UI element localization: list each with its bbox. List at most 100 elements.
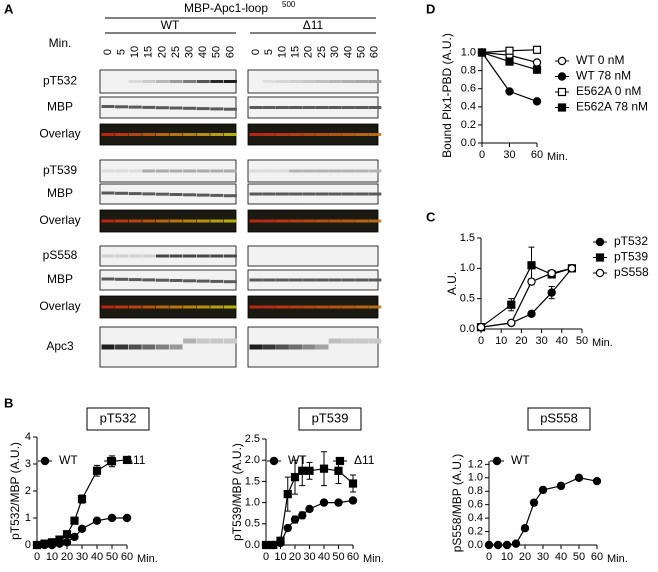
y-tick-label: 1.0 <box>460 262 475 274</box>
x-tick-label: 40 <box>91 551 103 563</box>
marker <box>70 516 79 525</box>
time-label: Min. <box>49 36 72 50</box>
x-tick-label: 60 <box>591 551 603 563</box>
band <box>262 278 276 282</box>
band <box>341 133 355 136</box>
title-box <box>86 407 150 431</box>
marker <box>507 300 516 309</box>
legend-label: WT 0 nM <box>576 53 624 67</box>
marker <box>62 530 72 539</box>
time-label: 10 <box>276 46 288 58</box>
band <box>169 106 183 110</box>
legend-marker <box>595 253 605 262</box>
y-tick-label: 4 <box>25 431 31 443</box>
y-tick-label: 1 <box>25 512 31 524</box>
band <box>169 133 183 136</box>
band <box>196 193 210 197</box>
band <box>302 80 316 83</box>
y-tick-label: 0.4 <box>468 512 483 524</box>
marker <box>502 540 512 550</box>
x-tick-label: 30 <box>535 335 547 347</box>
band <box>128 105 142 109</box>
band <box>368 80 382 83</box>
band <box>196 254 210 258</box>
row-label: pS558 <box>43 248 78 262</box>
band <box>128 278 142 282</box>
band <box>142 254 156 258</box>
band <box>183 106 197 110</box>
y-axis-label: pT539/MBP (A.U.) <box>230 443 244 541</box>
band <box>183 193 197 197</box>
band <box>368 169 382 173</box>
band <box>302 192 316 196</box>
band <box>128 254 142 258</box>
band <box>196 80 210 83</box>
band <box>155 133 169 136</box>
row-label: MBP <box>47 100 73 114</box>
band <box>328 192 342 196</box>
chart-title: pT539 <box>312 410 349 425</box>
chart-title: pS558 <box>540 410 578 425</box>
band <box>128 133 142 136</box>
y-tick-label: 0.4 <box>461 101 476 113</box>
band <box>210 279 224 283</box>
marker <box>283 523 292 533</box>
x-tick-label: 40 <box>318 551 330 563</box>
band <box>275 219 289 223</box>
band <box>169 219 183 223</box>
marker <box>298 511 307 520</box>
marker <box>511 539 521 548</box>
band <box>128 169 142 173</box>
y-tick-label: 0.8 <box>461 65 476 77</box>
band <box>249 219 263 223</box>
band <box>275 133 289 136</box>
band <box>210 305 224 309</box>
marker <box>62 538 72 547</box>
band <box>249 192 263 196</box>
row-label: pT539 <box>43 163 77 177</box>
band <box>223 254 237 258</box>
band <box>115 191 129 195</box>
band <box>302 278 316 282</box>
band <box>169 305 183 309</box>
band <box>196 338 210 344</box>
band <box>289 219 303 223</box>
band <box>210 133 224 136</box>
marker <box>532 45 542 54</box>
band <box>196 133 210 136</box>
band <box>355 80 369 83</box>
band <box>368 106 382 109</box>
marker <box>107 513 117 523</box>
time-label: 40 <box>342 46 354 58</box>
marker <box>290 515 300 524</box>
x-tick-label: 0 <box>34 551 40 563</box>
band <box>115 344 129 350</box>
title-box <box>298 407 362 431</box>
band <box>183 254 197 258</box>
x-axis-label: Min. <box>592 337 613 349</box>
x-tick-label: 0 <box>478 335 484 347</box>
x-tick-label: 0 <box>479 149 485 161</box>
band <box>302 133 316 136</box>
row-label: Overlay <box>39 127 80 141</box>
legend-label: E562A 0 nM <box>576 84 641 98</box>
y-tick-label: 0.0 <box>245 539 260 551</box>
row-label: Overlay <box>39 299 80 313</box>
marker <box>283 490 292 499</box>
band <box>128 219 142 223</box>
marker <box>484 540 494 550</box>
band <box>289 80 303 83</box>
band <box>210 338 224 344</box>
band <box>183 305 197 309</box>
marker <box>493 540 503 550</box>
band <box>315 219 329 223</box>
marker <box>507 318 516 328</box>
marker <box>574 473 584 482</box>
time-label: 60 <box>369 46 381 58</box>
legend-label: WT <box>59 453 78 467</box>
panel-label: A <box>4 1 14 16</box>
band <box>275 278 289 282</box>
marker <box>92 466 102 475</box>
legend-label: Δ11 <box>354 453 375 467</box>
marker <box>298 466 307 475</box>
